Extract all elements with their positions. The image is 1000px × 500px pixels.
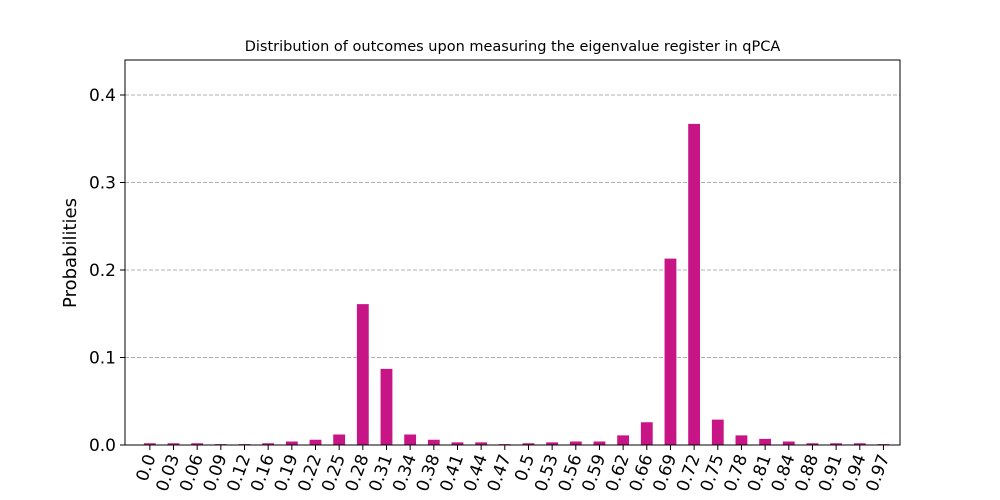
bar (664, 258, 677, 445)
plot-frame (124, 59, 901, 446)
gridlines (125, 94, 900, 358)
bar (143, 443, 156, 445)
bar (522, 443, 535, 445)
bar (546, 442, 559, 445)
bar (806, 443, 819, 445)
y-axis-label: Probabilities (60, 198, 81, 308)
chart-title: Distribution of outcomes upon measuring … (245, 39, 781, 55)
bar (853, 443, 866, 445)
bar (380, 368, 393, 445)
y-tick-label: 0.1 (89, 349, 116, 369)
x-axis: 0.00.030.060.090.120.160.190.220.250.280… (133, 445, 894, 494)
bar (356, 304, 369, 445)
bar (782, 441, 795, 445)
bar (404, 434, 417, 445)
bar (333, 434, 346, 445)
bar (830, 443, 843, 445)
bar (759, 438, 772, 445)
bar (569, 441, 582, 445)
bar (593, 441, 606, 445)
bar (427, 439, 440, 445)
y-tick-label: 0.2 (89, 261, 116, 281)
y-tick-label: 0.3 (89, 174, 116, 194)
y-axis: 0.0 0.1 0.2 0.3 0.4 (89, 86, 125, 456)
bar (475, 442, 488, 445)
bar (688, 123, 701, 445)
bar (451, 442, 464, 445)
bar (735, 435, 748, 445)
bar (617, 435, 630, 445)
bar (167, 443, 180, 445)
bar (309, 439, 322, 445)
bar (711, 419, 724, 445)
y-tick-label: 0.4 (89, 86, 116, 106)
y-tick-label: 0.0 (89, 436, 116, 456)
bar (285, 441, 298, 445)
bar (262, 443, 275, 445)
bar (191, 443, 204, 445)
bar (640, 422, 653, 445)
